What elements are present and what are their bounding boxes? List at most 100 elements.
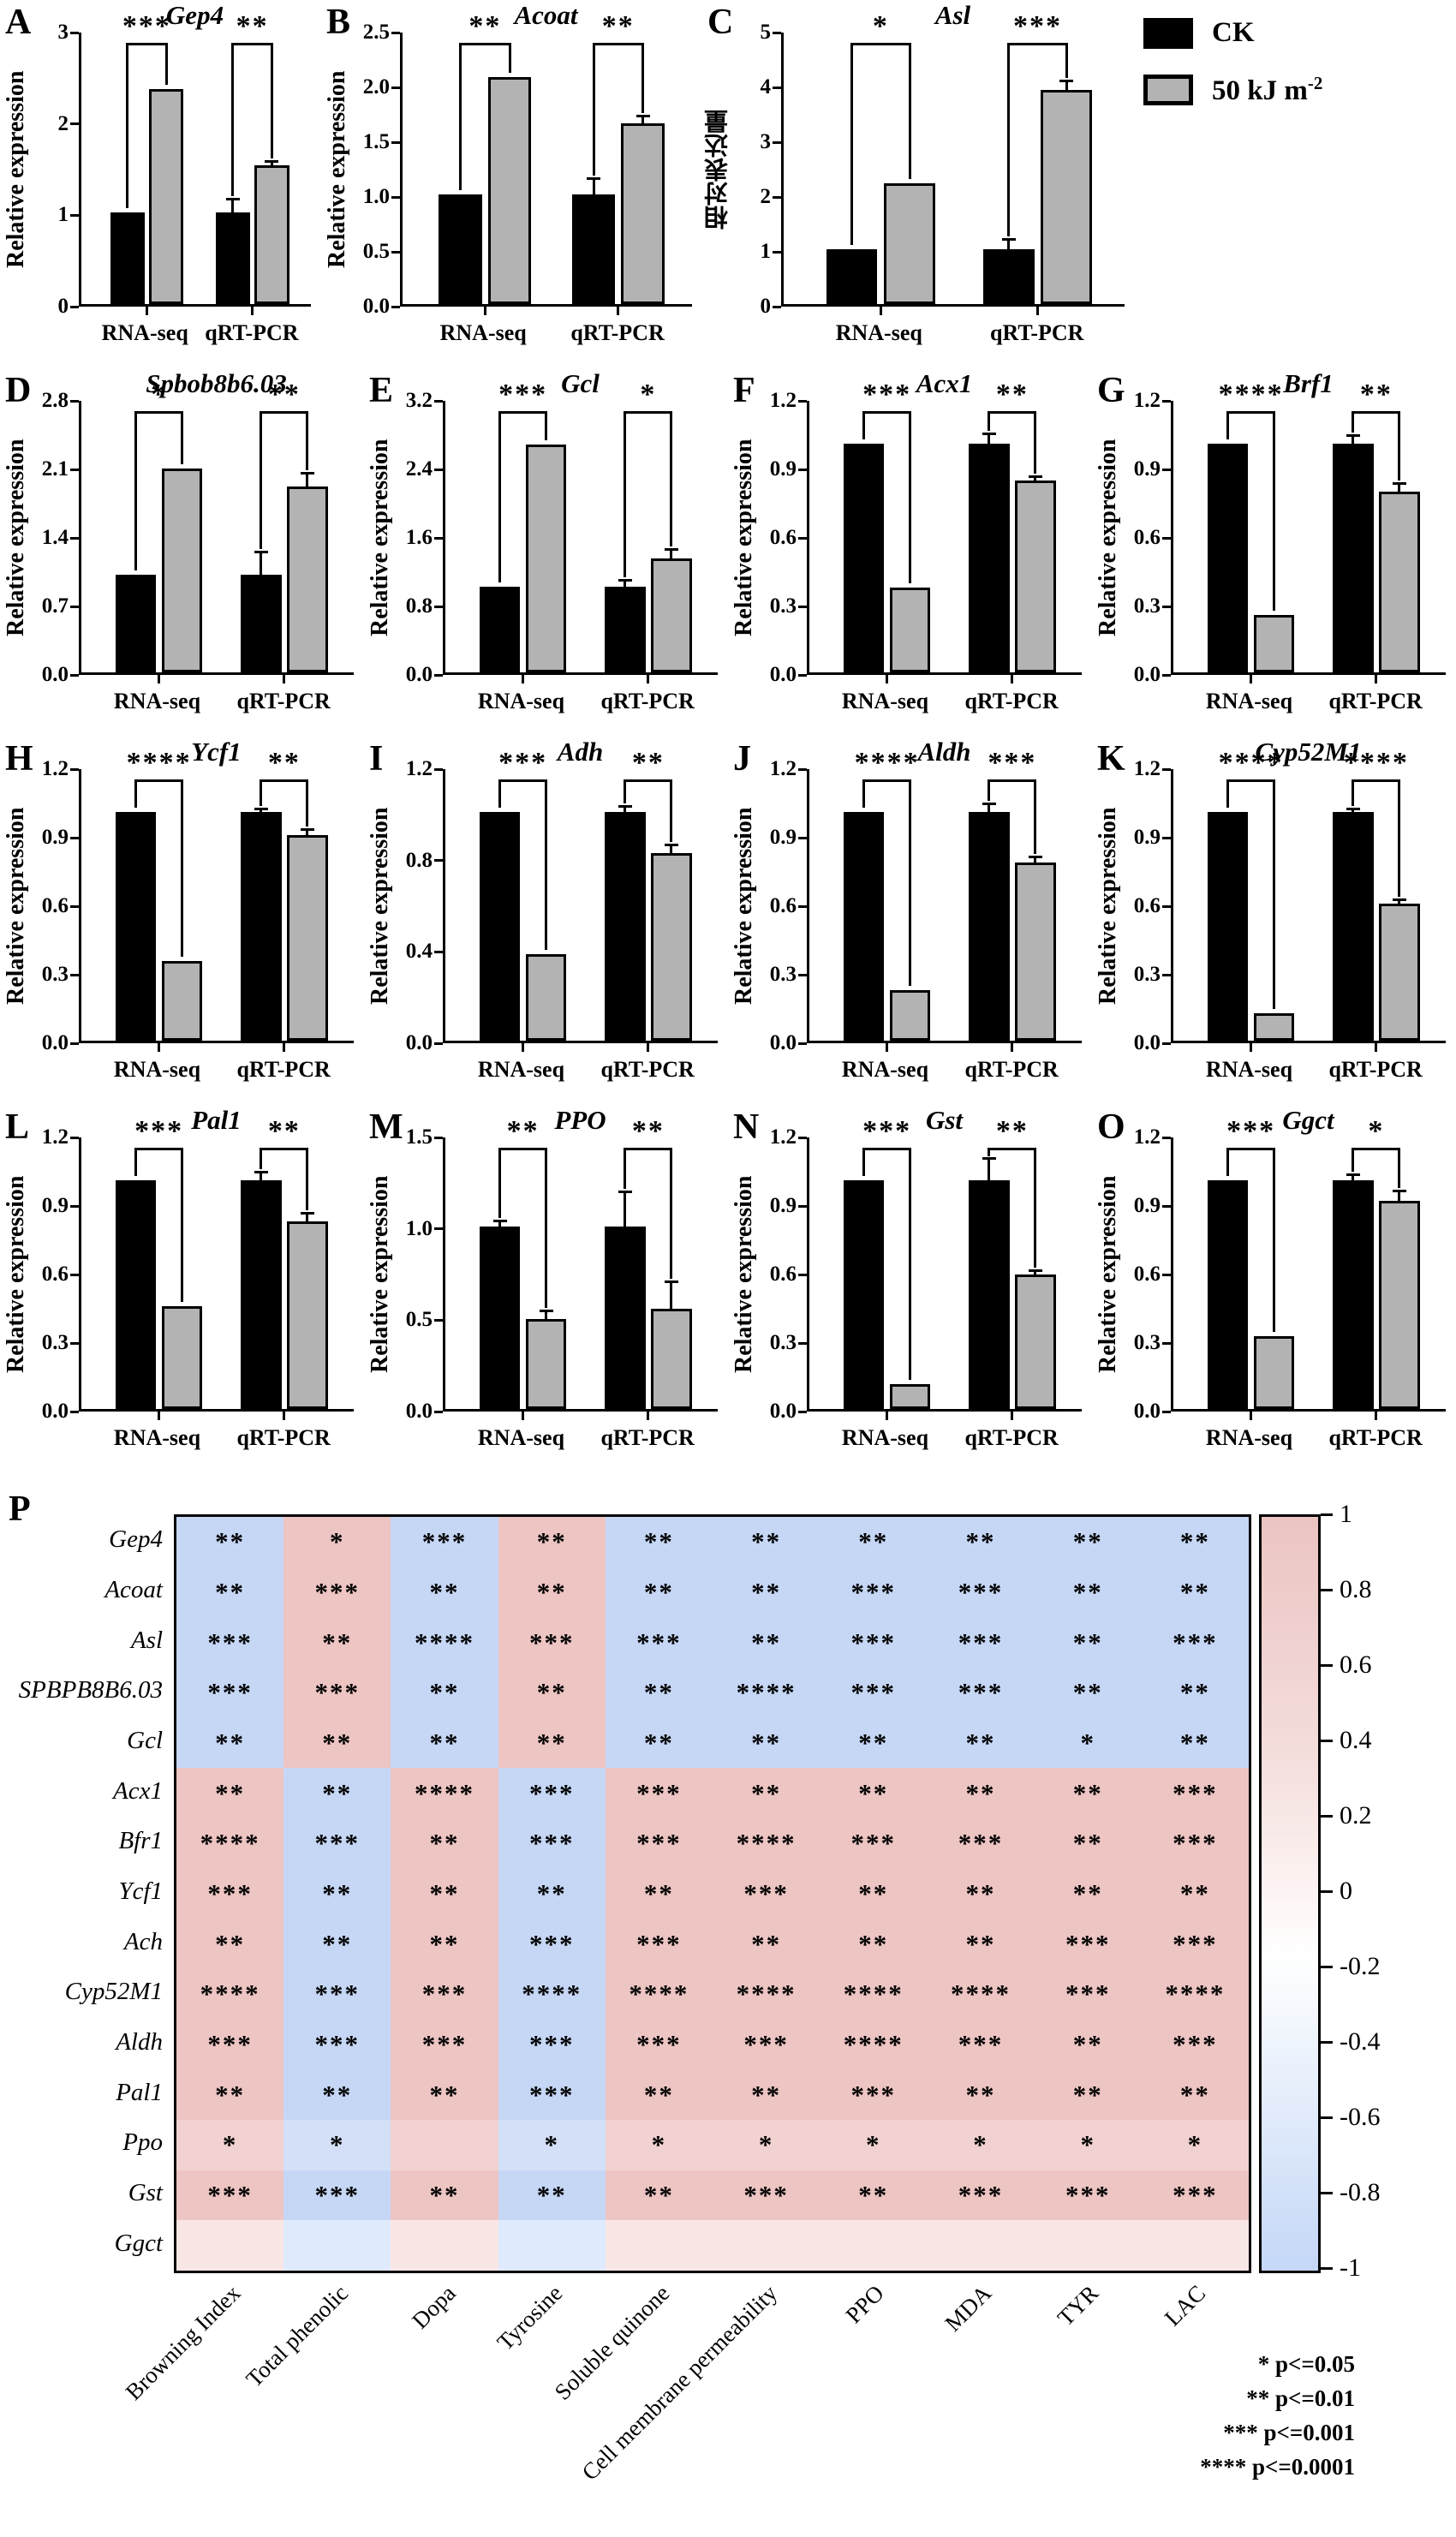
x-tick-mark — [647, 1043, 650, 1052]
colorbar-tick-label: -0.8 — [1340, 2178, 1381, 2206]
error-bar — [1065, 81, 1068, 91]
heatmap-row-label: Gep4 — [109, 1525, 163, 1554]
sig-stars: *** — [1013, 10, 1062, 42]
panel-H-body: Relative expression 1.2 0.9 0.6 0.3 0.0 **** ** — [0, 747, 354, 1054]
x-tick-mark — [886, 1412, 889, 1420]
panel-J: J Aldh Relative expression 1.2 0.9 0.6 0.3 0.0 *… — [728, 737, 1092, 1105]
error-bar — [260, 1173, 263, 1181]
x-group-label: qRT-PCR — [990, 320, 1084, 345]
heatmap-cell: **** — [391, 1617, 498, 1668]
y-tick-mark — [70, 399, 79, 403]
legend-item-uv: 50 kJ m-2 — [1143, 73, 1456, 107]
y-tick-label: 0.9 — [1133, 1194, 1161, 1217]
sig-stars: **** — [1343, 747, 1409, 779]
sig-bracket-leg — [260, 1148, 263, 1170]
plot-area: *** ** — [807, 379, 1082, 683]
heatmap-cell: ** — [605, 2170, 713, 2221]
y-tick-mark — [70, 1341, 79, 1345]
x-tick-mark — [647, 675, 650, 683]
y-tick-label: 0.9 — [41, 1194, 69, 1217]
heatmap-cell: *** — [927, 1617, 1035, 1668]
heatmap-cell: ** — [176, 1768, 284, 1818]
heatmap-cell: *** — [605, 1919, 713, 1969]
error-bar-cap — [254, 807, 268, 810]
x-axis-labels: RNA-seq qRT-PCR — [443, 689, 718, 718]
y-tick-label: 5 — [760, 21, 772, 44]
heatmap-row-label: Ach — [123, 1927, 163, 1955]
heatmap-cell: *** — [498, 1919, 606, 1969]
error-bar — [1352, 1176, 1355, 1181]
panel-G-title: Brf1 — [1283, 368, 1334, 398]
x-group-label: qRT-PCR — [205, 320, 299, 345]
y-tick-mark — [391, 195, 400, 199]
sig-stars: *** — [498, 747, 548, 779]
heatmap-cell: * — [176, 2120, 284, 2170]
error-bar-cap — [664, 1280, 678, 1283]
sig-bracket-leg — [306, 779, 309, 827]
heatmap-cell: ** — [176, 1919, 284, 1969]
heatmap-cell: ** — [1034, 1517, 1142, 1567]
y-axis: 1.2 0.9 0.6 0.3 0.0 — [33, 1125, 79, 1423]
y-tick-mark — [70, 213, 79, 217]
panel-L-body: Relative expression 1.2 0.9 0.6 0.3 0.0 *** ** — [0, 1115, 354, 1423]
sig-stars: ** — [267, 379, 301, 410]
heatmap-cell: ** — [391, 2170, 498, 2221]
heatmap-cell — [283, 2220, 391, 2271]
panel-O-title: Ggct — [1282, 1105, 1334, 1135]
panel-E: E Gcl Relative expression 3.2 2.4 1.6 0.8 0.0 **… — [364, 368, 728, 737]
x-tick-mark — [283, 1043, 286, 1052]
heatmap-cell: ** — [283, 1768, 391, 1818]
heatmap-cell: * — [1034, 2120, 1142, 2170]
y-tick-label: 0.6 — [1133, 526, 1161, 549]
ck-swatch — [1143, 17, 1193, 49]
panel-I: I Adh Relative expression 1.2 0.8 0.4 0.0 *** **… — [364, 737, 728, 1105]
sig-bracket-leg — [624, 1148, 627, 1190]
x-group-label: qRT-PCR — [570, 320, 665, 345]
bar-uv-RNA-seq — [1253, 615, 1295, 672]
colorbar-tick — [1321, 1663, 1333, 1667]
bar-ck-RNA-seq — [115, 1180, 157, 1409]
panel-C: C Asl 相对表达量 5 4 3 2 1 0 * *** RNA-seq qRT-PCR — [702, 0, 1135, 368]
bar-ck-RNA-seq — [826, 249, 878, 304]
panel-I-letter: I — [369, 739, 384, 779]
x-axis-labels: RNA-seq qRT-PCR — [443, 1057, 718, 1086]
bar-uv-RNA-seq — [525, 445, 567, 672]
bar-uv-RNA-seq — [889, 990, 931, 1041]
bar-uv-qRT-PCR — [1379, 904, 1420, 1041]
panel-L: L Pal1 Relative expression 1.2 0.9 0.6 0.3 0.0 *… — [0, 1105, 364, 1473]
sig-stars: ** — [267, 1115, 301, 1147]
heatmap-cell: *** — [498, 1818, 606, 1869]
sig-bracket — [624, 779, 671, 782]
panel-A-title: Gep4 — [165, 0, 224, 30]
heatmap-cell: *** — [820, 1617, 928, 1668]
x-tick-mark — [158, 1412, 161, 1420]
y-tick-mark — [1162, 468, 1171, 471]
y-axis: 2.8 2.1 1.4 0.7 0.0 — [33, 389, 79, 686]
heatmap-cell: *** — [1034, 2170, 1142, 2221]
heatmap-cell: ** — [1034, 2019, 1142, 2070]
y-tick-mark — [798, 1204, 807, 1208]
panel-K-letter: K — [1097, 739, 1125, 779]
bar-uv-RNA-seq — [487, 77, 532, 304]
y-tick-label: 1.2 — [1133, 389, 1161, 412]
heatmap-cell: ** — [283, 1717, 391, 1769]
heatmap-cell: *** — [498, 2069, 606, 2120]
y-tick-label: 4 — [760, 75, 772, 98]
panel-M-letter: M — [369, 1107, 403, 1147]
heatmap-cell: ** — [712, 1567, 820, 1618]
y-tick-mark — [70, 536, 79, 540]
heatmap-cell: ** — [820, 1517, 928, 1567]
y-tick-label: 1.5 — [405, 1125, 433, 1149]
heatmap-cell: ** — [391, 1717, 498, 1769]
y-tick-mark — [798, 1410, 807, 1413]
heatmap-cell: *** — [283, 2170, 391, 2221]
y-tick-label: 0 — [760, 295, 772, 318]
heatmap-cell: * — [283, 2120, 391, 2170]
heatmap-cell: * — [712, 2120, 820, 2170]
x-tick-mark — [886, 675, 889, 683]
panel-F: F Acx1 Relative expression 1.2 0.9 0.6 0.3 0.0 *… — [728, 368, 1092, 737]
sig-bracket-leg — [459, 43, 462, 190]
heatmap-column-label: PPO — [840, 2280, 890, 2329]
x-tick-mark — [522, 1043, 525, 1052]
y-tick-mark — [1162, 1410, 1171, 1413]
